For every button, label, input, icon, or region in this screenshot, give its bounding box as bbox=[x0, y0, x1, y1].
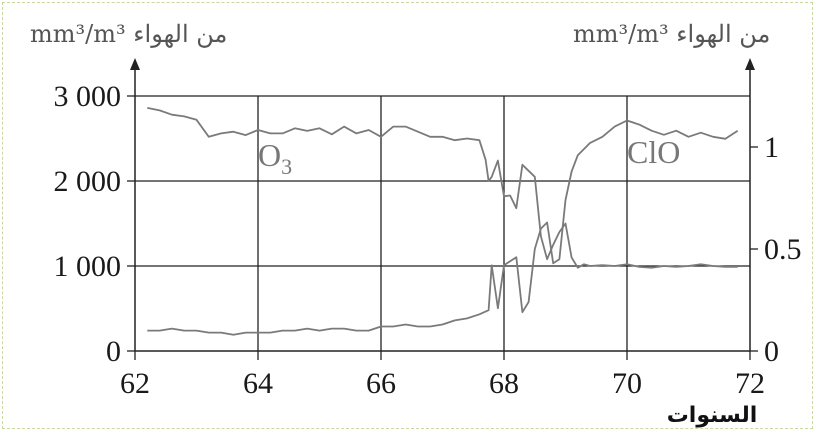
y-left-axis-arrow bbox=[130, 58, 140, 70]
y-left-tick-label: 2 000 bbox=[54, 165, 122, 198]
y-right-tick-label: 1 bbox=[764, 131, 779, 164]
x-tick-label: 62 bbox=[120, 367, 150, 400]
x-tick-label: 66 bbox=[366, 367, 396, 400]
series-line-o3 bbox=[147, 107, 738, 269]
axes bbox=[127, 58, 758, 360]
x-tick-label: 68 bbox=[489, 367, 519, 400]
y-left-tick-label: 1 000 bbox=[54, 250, 122, 283]
series-line-clo bbox=[147, 119, 739, 336]
y-left-tick-label: 3 000 bbox=[54, 80, 122, 113]
y-right-axis-arrow bbox=[745, 58, 755, 70]
series-layer bbox=[147, 107, 739, 336]
y-right-tick-label: 0 bbox=[764, 335, 779, 368]
y-left-unit-label: mm³/m³ من الهواء bbox=[30, 20, 227, 48]
x-axis-label: السنوات bbox=[667, 403, 758, 428]
y-right-tick-label: 0.5 bbox=[764, 233, 802, 266]
series-label-clo: ClO bbox=[627, 134, 680, 170]
x-tick-label: 70 bbox=[612, 367, 642, 400]
series-label-o3: O3 bbox=[258, 137, 292, 179]
x-tick-label: 72 bbox=[735, 367, 765, 400]
grid bbox=[135, 95, 750, 351]
y-right-unit-label: mm³/m³ من الهواء bbox=[573, 20, 770, 48]
x-tick-label: 64 bbox=[243, 367, 273, 400]
y-left-tick-label: 0 bbox=[106, 335, 121, 368]
